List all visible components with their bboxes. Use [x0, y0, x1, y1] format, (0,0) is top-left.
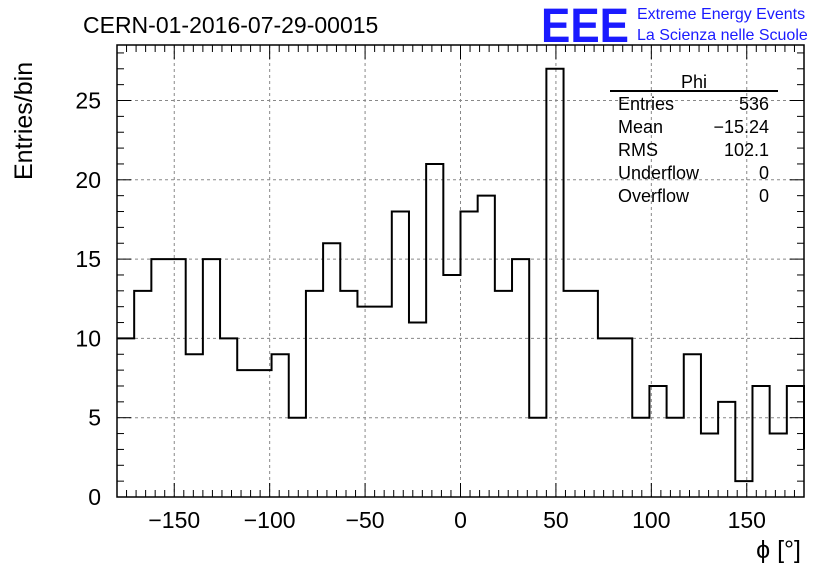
x-tick-label: 150 [728, 507, 766, 533]
stats-label: Mean [618, 117, 663, 137]
stats-value: 536 [739, 94, 769, 114]
stats-value: −15.24 [713, 117, 769, 137]
logo-line-1: Extreme Energy Events [637, 6, 805, 23]
x-tick-label: 0 [454, 507, 467, 533]
stats-label: RMS [618, 140, 658, 160]
stats-label: Underflow [618, 163, 700, 183]
stats-value: 102.1 [724, 140, 769, 160]
x-tick-label: −150 [148, 507, 200, 533]
y-tick-label: 20 [75, 167, 101, 193]
x-tick-label: 50 [543, 507, 569, 533]
run-title: CERN-01-2016-07-29-00015 [83, 12, 378, 38]
y-axis-ticks: 0 5 10 15 20 25 [75, 52, 804, 510]
x-tick-label: 100 [632, 507, 670, 533]
stats-value: 0 [759, 163, 769, 183]
stats-value: 0 [759, 186, 769, 206]
y-tick-label: 0 [88, 484, 101, 510]
stats-label: Entries [618, 94, 674, 114]
stats-box: Phi Entries 536 Mean −15.24 RMS 102.1 Underflo… [610, 72, 778, 206]
logo-line-2: La Scienza nelle Scuole [637, 27, 808, 44]
histogram-step-line [117, 67, 805, 483]
y-tick-label: 25 [75, 88, 101, 114]
eee-logo: EEE [541, 0, 629, 53]
stats-label: Overflow [618, 186, 690, 206]
stats-title: Phi [681, 72, 707, 92]
y-tick-label: 10 [75, 325, 101, 351]
stats-rows: Entries 536 Mean −15.24 RMS 102.1 Underflow 0 Ov… [618, 94, 769, 206]
x-axis-ticks: −150 −100 −50 0 50 100 150 [126, 45, 795, 533]
x-tick-label: −50 [346, 507, 385, 533]
y-tick-label: 15 [75, 246, 101, 272]
y-axis-label: Entries/bin [10, 62, 38, 180]
x-axis-label: ϕ [°] [756, 536, 801, 564]
y-tick-label: 5 [88, 405, 101, 431]
x-tick-label: −100 [244, 507, 296, 533]
